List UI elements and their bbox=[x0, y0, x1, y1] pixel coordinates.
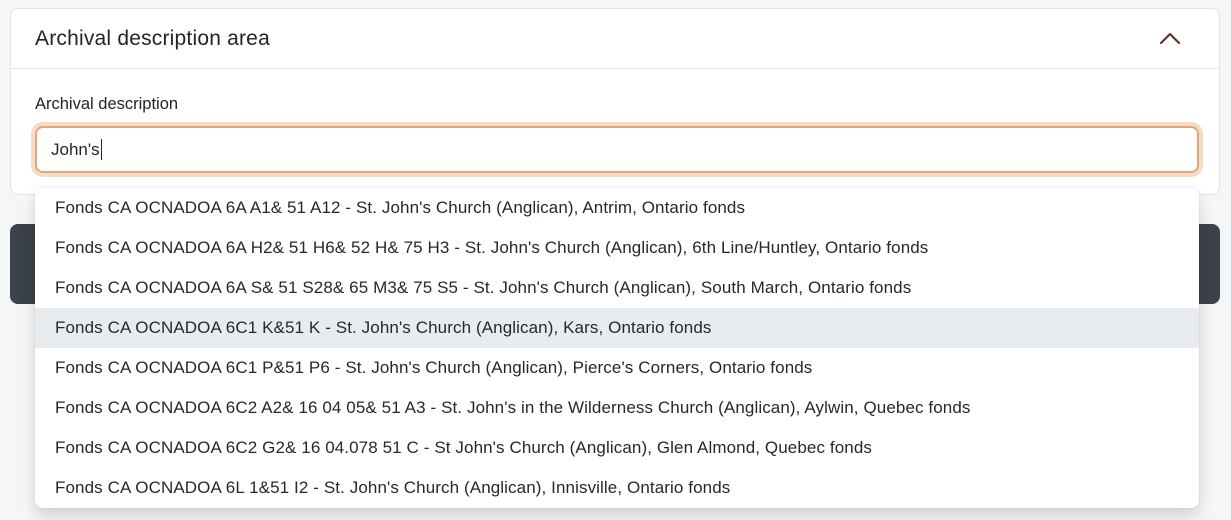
dropdown-item[interactable]: Fonds CA OCNADOA 6A S& 51 S28& 65 M3& 75… bbox=[55, 278, 912, 297]
dropdown-item[interactable]: Fonds CA OCNADOA 6C2 A2& 16 04 05& 51 A3… bbox=[55, 398, 971, 417]
chevron-up-icon bbox=[1159, 32, 1181, 45]
panel-header: Archival description area bbox=[11, 9, 1219, 69]
dropdown-item[interactable]: Fonds CA OCNADOA 6A H2& 51 H6& 52 H& 75 … bbox=[55, 238, 929, 257]
dropdown-item[interactable]: Fonds CA OCNADOA 6C1 K&51 K - St. John's… bbox=[35, 308, 1199, 348]
dropdown-item[interactable]: Fonds CA OCNADOA 6A A1& 51 A12 - St. Joh… bbox=[55, 198, 746, 217]
dropdown-item[interactable]: Fonds CA OCNADOA 6L 1&51 I2 - St. John's… bbox=[55, 478, 731, 497]
dropdown-item[interactable]: Fonds CA OCNADOA 6C2 G2& 16 04.078 51 C … bbox=[55, 438, 872, 457]
archival-description-label: Archival description bbox=[35, 95, 179, 113]
autocomplete-dropdown: Fonds CA OCNADOA 6A A1& 51 A12 - St. Joh… bbox=[35, 188, 1199, 508]
archival-description-input[interactable] bbox=[35, 126, 1199, 173]
panel-body: Archival description bbox=[11, 69, 1219, 173]
dropdown-list: Fonds CA OCNADOA 6A A1& 51 A12 - St. Joh… bbox=[35, 188, 1199, 508]
input-wrapper bbox=[35, 126, 1199, 173]
collapse-section-button[interactable] bbox=[1155, 28, 1185, 49]
dropdown-item[interactable]: Fonds CA OCNADOA 6C1 P&51 P6 - St. John'… bbox=[55, 358, 813, 377]
panel-title: Archival description area bbox=[35, 26, 270, 50]
archival-description-panel: Archival description area Archival descr… bbox=[10, 8, 1220, 195]
